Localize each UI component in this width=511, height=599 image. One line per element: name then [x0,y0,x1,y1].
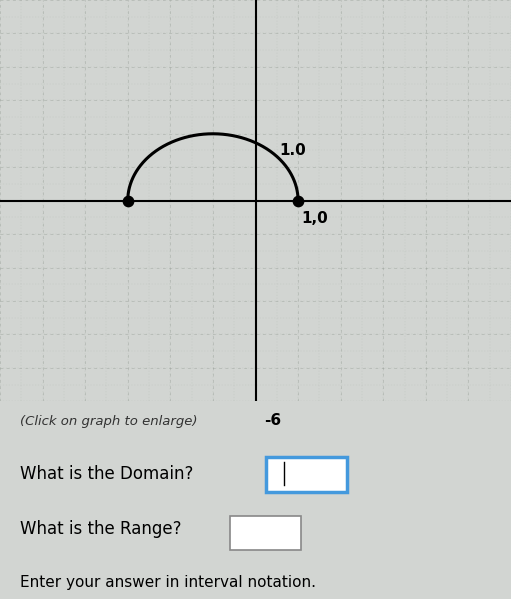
Text: 1.0: 1.0 [279,143,306,158]
Point [294,196,302,205]
Point [124,196,132,205]
Text: -6: -6 [264,413,281,428]
FancyBboxPatch shape [230,516,301,550]
Text: What is the Range?: What is the Range? [20,520,182,538]
Text: Enter your answer in interval notation.: Enter your answer in interval notation. [20,575,316,590]
Text: What is the Domain?: What is the Domain? [20,465,194,483]
Text: (Click on graph to enlarge): (Click on graph to enlarge) [20,415,198,428]
FancyBboxPatch shape [266,456,347,492]
Text: 1,0: 1,0 [301,211,328,226]
